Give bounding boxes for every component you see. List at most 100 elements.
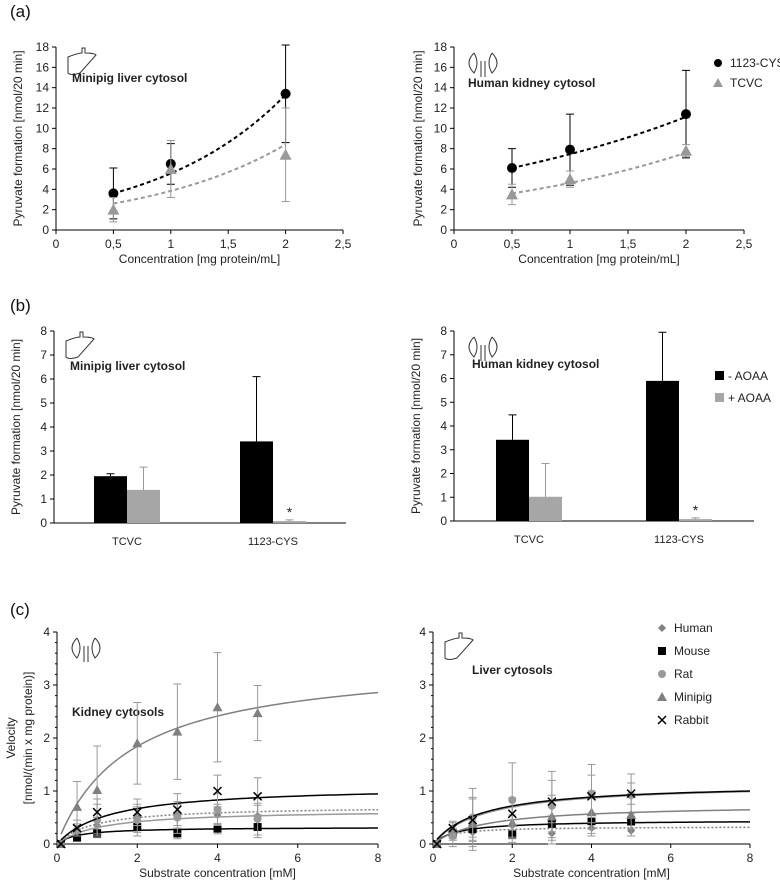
- y-tick-label: 14: [36, 81, 50, 95]
- x-tick-label: 1,5: [220, 237, 237, 251]
- error-bar: [252, 376, 261, 442]
- y-tick-label: 5: [440, 395, 447, 409]
- y-tick-label: 2: [440, 203, 447, 217]
- x-tick-label: 4: [214, 851, 221, 865]
- data-point-circle: [280, 88, 291, 99]
- data-point-cross: [657, 715, 667, 725]
- data-point-cross: [507, 809, 517, 819]
- y-tick-label: 18: [36, 40, 50, 54]
- x-tick-label: 0,5: [105, 237, 122, 251]
- y-tick-label: 16: [434, 60, 448, 74]
- legend-label: Rat: [674, 667, 693, 681]
- legend-label: Rabbit: [674, 713, 709, 727]
- x-category-label: TCVC: [112, 536, 142, 548]
- panel-label-b: (b): [10, 296, 31, 315]
- y-tick-label: 5: [40, 396, 47, 410]
- data-point-circle: [714, 59, 722, 67]
- error-bar: [691, 517, 700, 520]
- chart-title: Liver cytosols: [472, 663, 553, 677]
- data-point-triangle: [506, 188, 518, 200]
- y-tick-label: 12: [36, 101, 50, 115]
- y-tick-label: 10: [36, 121, 50, 135]
- data-point-circle: [658, 670, 666, 678]
- data-point-square: [658, 647, 666, 655]
- data-point-triangle: [279, 148, 292, 160]
- significance-asterisk: *: [287, 504, 293, 520]
- liver-icon: [67, 47, 97, 75]
- legend-label: 1123-CYS: [730, 56, 780, 70]
- y-axis-label: Pyruvate formation [nmol/20 min]: [9, 339, 23, 515]
- error-bar: [285, 519, 294, 522]
- x-category-label: 1123-CYS: [654, 534, 704, 546]
- data-point-cross: [547, 797, 557, 807]
- data-point-cross: [72, 823, 82, 833]
- y-tick-label: 7: [440, 348, 447, 362]
- y-tick-label: 3: [419, 678, 426, 692]
- data-point-triangle: [657, 692, 667, 701]
- x-tick-label: 2,5: [335, 237, 352, 251]
- y-tick-label: 2: [440, 467, 447, 481]
- x-category-label: TCVC: [514, 534, 544, 546]
- data-point-cross: [212, 786, 223, 796]
- data-point-triangle: [132, 738, 143, 748]
- x-axis-label: Concentration [mg protein/mL]: [518, 252, 679, 266]
- y-tick-label: 0: [419, 837, 426, 851]
- data-point-cross: [253, 791, 263, 801]
- chart-title: Minipig liver cytosol: [72, 71, 187, 85]
- data-point-triangle: [172, 726, 183, 736]
- chart-title: Human kidney cytosol: [468, 76, 595, 90]
- y-tick-label: 4: [42, 182, 49, 196]
- x-tick-label: 0: [430, 851, 437, 865]
- y-tick-label: 14: [434, 81, 448, 95]
- panel-label-a: (a): [10, 2, 31, 21]
- error-bar: [541, 463, 550, 497]
- data-point-circle: [253, 815, 262, 824]
- y-tick-label: 0: [440, 223, 447, 237]
- data-point-cross: [432, 839, 442, 849]
- data-point-cross: [172, 805, 182, 815]
- bar: [679, 519, 712, 521]
- data-point-triangle: [680, 144, 692, 156]
- y-tick-label: 10: [434, 121, 448, 135]
- y-tick-label: 4: [40, 420, 47, 434]
- y-tick-label: 6: [440, 372, 447, 386]
- data-point-circle: [108, 188, 119, 199]
- fit-curve-rabbit: [436, 790, 751, 840]
- x-tick-label: 2: [509, 851, 516, 865]
- x-tick-label: 0: [53, 237, 60, 251]
- fit-curve-rat: [60, 812, 379, 842]
- x-tick-label: 0: [54, 851, 61, 865]
- y-tick-label: 4: [440, 182, 447, 196]
- y-tick-label: 6: [40, 372, 47, 386]
- y-tick-label: 12: [434, 101, 448, 115]
- data-point-cross: [92, 807, 102, 817]
- x-tick-label: 2: [282, 237, 289, 251]
- legend-swatch: [715, 393, 724, 402]
- fit-curve-1123-cys: [511, 115, 687, 169]
- fit-curve-rabbit: [60, 793, 379, 841]
- data-point-circle: [681, 109, 691, 120]
- legend-label: Minipig: [674, 690, 712, 704]
- y-tick-label: 4: [440, 419, 447, 433]
- error-bar: [658, 331, 667, 381]
- x-axis-label: Substrate concentration [mM]: [513, 866, 670, 880]
- data-point-triangle: [92, 784, 103, 794]
- y-tick-label: 3: [43, 678, 50, 692]
- y-tick-label: 2: [42, 203, 49, 217]
- kidney-icon: [71, 637, 101, 662]
- x-tick-label: 0: [451, 237, 458, 251]
- data-point-cross: [56, 839, 66, 849]
- y-tick-label: 3: [40, 444, 47, 458]
- data-point-triangle: [252, 708, 263, 718]
- fit-curve-tcvc: [113, 143, 287, 205]
- bar: [273, 521, 306, 523]
- y-tick-label: 1: [440, 490, 447, 504]
- error-bar: [106, 473, 115, 477]
- kidney-icon: [468, 336, 498, 361]
- legend-label: TCVC: [730, 76, 763, 90]
- bar: [496, 439, 529, 521]
- y-tick-label: 0: [43, 837, 50, 851]
- legend-label: - AOAA: [728, 369, 768, 383]
- legend-label: Human: [674, 621, 713, 635]
